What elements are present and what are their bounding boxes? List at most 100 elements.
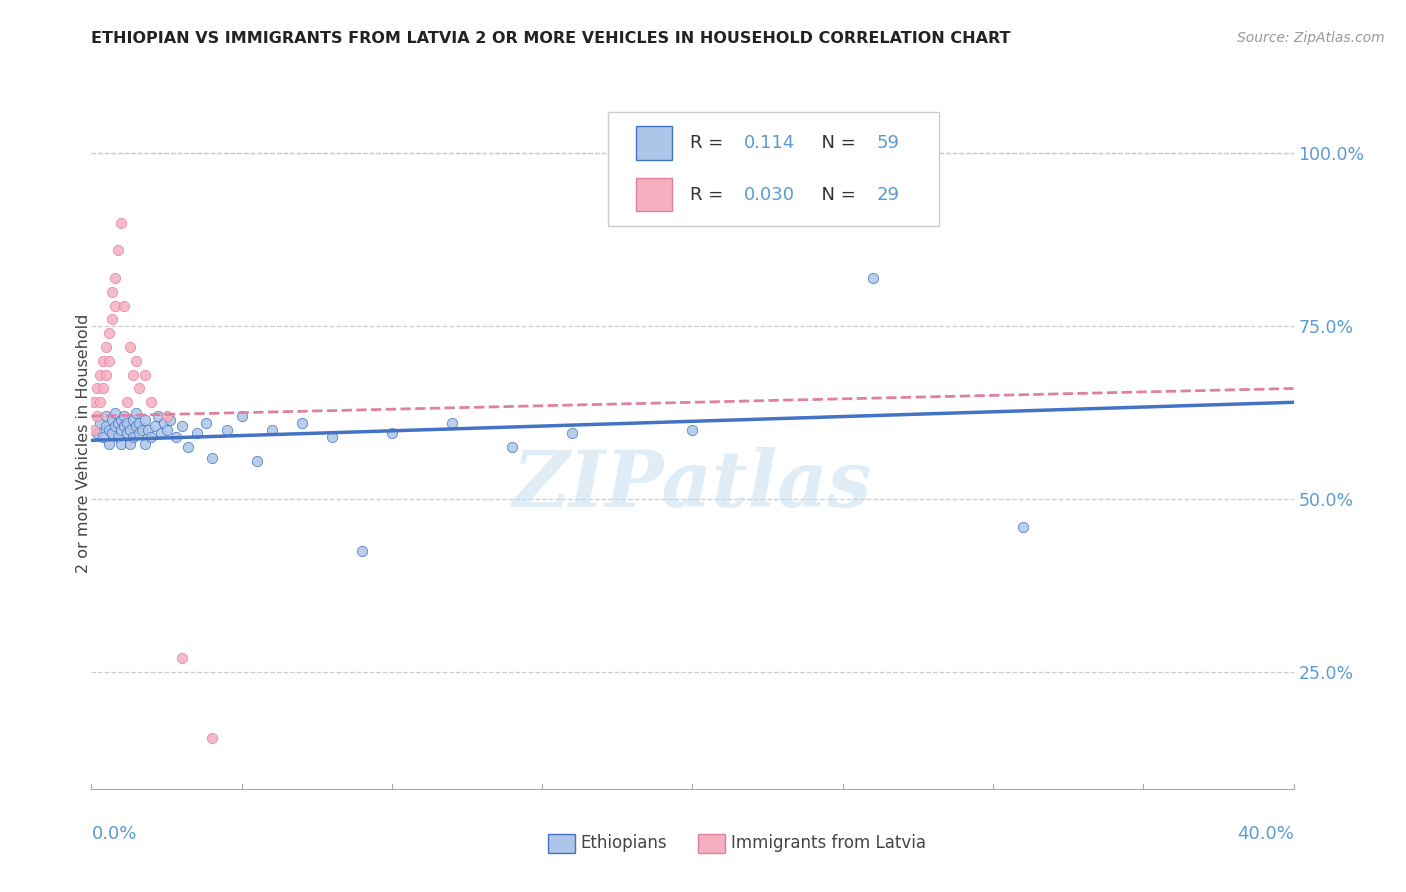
Point (86, 426, 108, 441)
Point (120, 423, 142, 437)
Point (201, 731, 224, 745)
Point (89, 416, 111, 430)
Text: 0.030: 0.030 (744, 186, 796, 204)
Point (350, 544, 373, 558)
Point (96, 340, 118, 354)
Point (176, 440, 198, 454)
Point (93, 354, 115, 368)
Point (149, 426, 172, 441)
Point (89, 368, 111, 382)
Text: Source: ZipAtlas.com: Source: ZipAtlas.com (1237, 31, 1385, 45)
Text: ZIPatlas: ZIPatlas (513, 447, 872, 524)
Point (152, 416, 174, 430)
Point (96, 409, 118, 424)
Point (86, 382, 108, 396)
Point (291, 416, 314, 430)
Point (125, 406, 148, 420)
Point (131, 423, 153, 437)
Text: Immigrants from Latvia: Immigrants from Latvia (731, 834, 927, 852)
Point (117, 395, 139, 409)
Point (159, 412, 181, 426)
Point (93, 382, 115, 396)
Point (104, 298, 127, 313)
Point (101, 312, 124, 326)
Point (98, 354, 121, 368)
Point (107, 430, 129, 444)
Text: R =: R = (690, 186, 730, 204)
Point (165, 430, 187, 444)
Text: ETHIOPIAN VS IMMIGRANTS FROM LATVIA 2 OR MORE VEHICLES IN HOUSEHOLD CORRELATION : ETHIOPIAN VS IMMIGRANTS FROM LATVIA 2 OR… (91, 31, 1011, 46)
Y-axis label: 2 or more Vehicles in Household: 2 or more Vehicles in Household (76, 314, 90, 574)
Point (98, 437, 121, 451)
Point (186, 426, 208, 441)
Text: 0.0%: 0.0% (91, 825, 136, 843)
Point (128, 416, 150, 430)
Point (114, 419, 136, 434)
Point (122, 430, 145, 444)
Point (101, 285, 124, 299)
Point (110, 423, 132, 437)
Bar (548, 834, 575, 853)
Point (110, 412, 132, 426)
Point (101, 426, 124, 441)
Point (134, 368, 156, 382)
Point (141, 430, 163, 444)
Point (101, 412, 124, 426)
Point (138, 423, 160, 437)
Point (125, 419, 148, 434)
Point (120, 340, 142, 354)
Point (107, 416, 129, 430)
FancyBboxPatch shape (609, 112, 939, 226)
Point (246, 454, 269, 468)
Point (128, 426, 150, 441)
Point (98, 326, 121, 341)
Point (96, 368, 118, 382)
Point (170, 651, 193, 665)
Point (260, 423, 283, 437)
Point (104, 419, 127, 434)
Point (440, 416, 463, 430)
Point (170, 419, 193, 434)
Text: 0.114: 0.114 (744, 134, 796, 152)
Point (107, 244, 129, 258)
Point (155, 409, 177, 424)
Point (1012, 519, 1035, 533)
Point (141, 395, 163, 409)
Bar (699, 834, 725, 853)
Text: R =: R = (690, 134, 730, 152)
Point (146, 409, 169, 424)
Point (110, 216, 132, 230)
Point (86, 409, 108, 424)
Bar (636, 178, 672, 211)
Point (862, 271, 884, 285)
Point (93, 430, 115, 444)
Point (117, 416, 139, 430)
Point (117, 426, 139, 441)
Point (381, 426, 404, 441)
Point (96, 419, 118, 434)
Point (83, 423, 105, 437)
Point (98, 423, 121, 437)
Point (125, 354, 148, 368)
Point (89, 395, 111, 409)
Point (201, 450, 224, 465)
Point (122, 368, 145, 382)
Text: 40.0%: 40.0% (1237, 825, 1294, 843)
Point (114, 409, 136, 424)
Text: 29: 29 (876, 186, 900, 204)
Point (681, 423, 703, 437)
Text: Ethiopians: Ethiopians (581, 834, 668, 852)
Point (104, 406, 127, 420)
Text: N =: N = (810, 134, 862, 152)
Text: 59: 59 (876, 134, 900, 152)
Point (134, 412, 156, 426)
Point (231, 409, 253, 424)
Point (143, 419, 166, 434)
Point (120, 437, 142, 451)
Point (104, 271, 127, 285)
Point (501, 440, 523, 454)
Point (122, 412, 145, 426)
Point (110, 437, 132, 451)
Bar (636, 127, 672, 160)
Point (114, 298, 136, 313)
